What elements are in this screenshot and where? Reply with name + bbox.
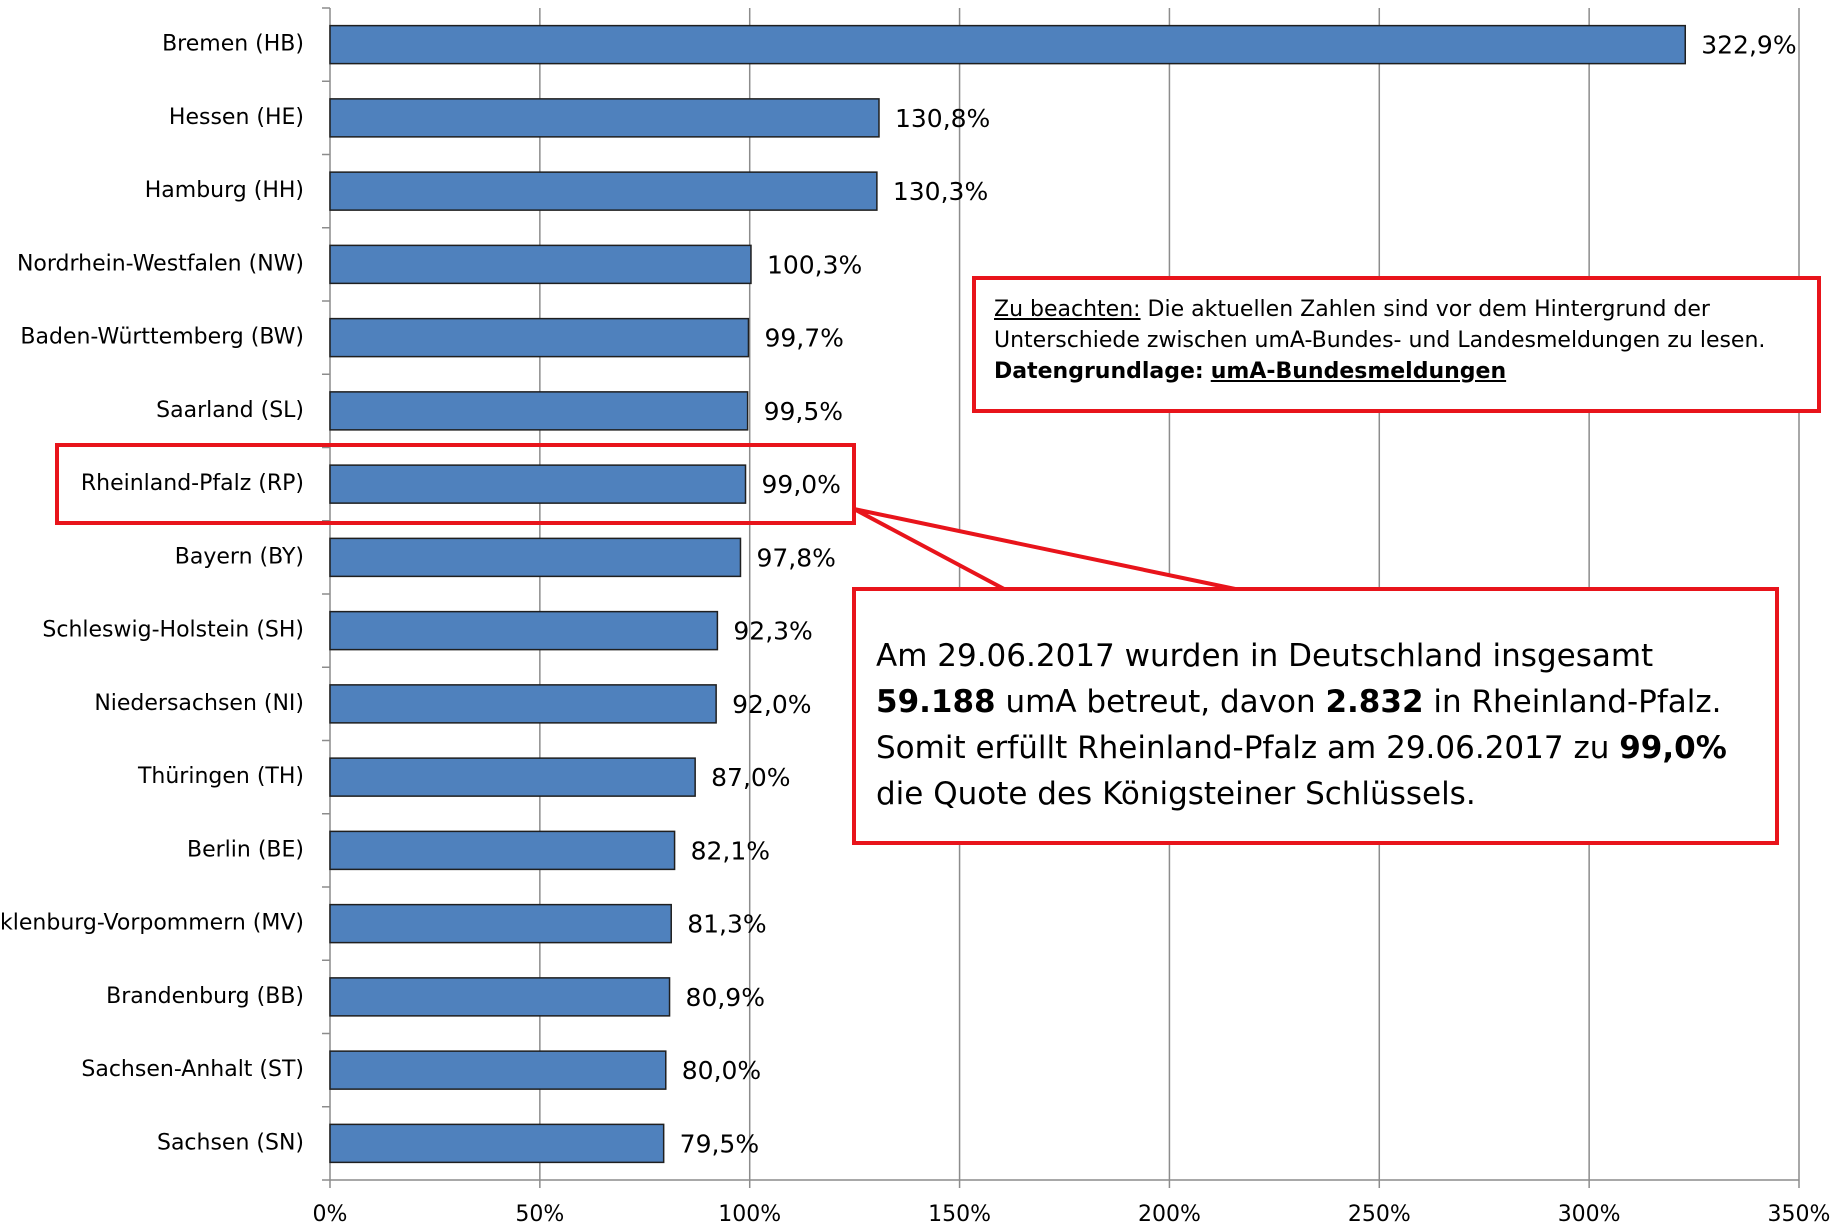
bar: [329, 464, 747, 504]
callout-text: Am 29.06.2017 wurden in Deutschland insg…: [876, 638, 1654, 674]
value-label: 79,5%: [680, 1129, 759, 1158]
value-label: 99,7%: [764, 324, 843, 353]
y-tick-label: Nordrhein-Westfalen (NW): [17, 251, 304, 276]
bar: [329, 610, 719, 651]
bar: [329, 98, 880, 138]
callout-text: umA betreut, davon: [995, 684, 1326, 720]
y-tick-label: Niedersachsen (NI): [94, 691, 304, 716]
x-tick-label: 100%: [718, 1202, 781, 1227]
callout-number: 59.188: [876, 684, 996, 720]
y-tick-label: Bremen (HB): [162, 32, 304, 57]
bar: [329, 171, 878, 211]
note-source-label: Datengrundlage:: [994, 359, 1204, 384]
bar: [329, 1050, 667, 1090]
bar: [329, 244, 752, 285]
callout-number: 99,0%: [1619, 730, 1727, 766]
value-label: 99,5%: [764, 397, 843, 426]
bar: [329, 24, 1687, 65]
y-tick-label: Bayern (BY): [175, 544, 304, 569]
value-label: 130,8%: [895, 104, 990, 133]
value-label: 92,0%: [732, 690, 811, 719]
bar: [329, 977, 671, 1017]
bar: [329, 391, 749, 431]
value-label: 87,0%: [711, 763, 790, 792]
x-tick-label: 50%: [515, 1202, 564, 1227]
x-tick-label: 350%: [1768, 1202, 1831, 1227]
y-tick-label: Mecklenburg-Vorpommern (MV): [0, 911, 304, 936]
highlight-frame: [55, 443, 856, 525]
bar: [329, 903, 672, 944]
y-tick-label: Sachsen-Anhalt (ST): [81, 1057, 304, 1082]
y-tick-label: Baden-Württemberg (BW): [20, 325, 304, 350]
note-text: Die aktuellen Zahlen sind vor dem Hinter…: [994, 297, 1766, 353]
y-tick-label: Schleswig-Holstein (SH): [42, 618, 304, 643]
x-tick-label: 300%: [1558, 1202, 1621, 1227]
value-label: 99,0%: [762, 470, 841, 499]
callout-pointer: [853, 507, 1241, 592]
y-tick-label: Sachsen (SN): [157, 1130, 304, 1155]
bar: [329, 684, 717, 724]
bar: [329, 757, 696, 797]
value-label: 80,0%: [682, 1056, 761, 1085]
callout-text: in Rheinland-Pfalz. Somit erfüllt Rheinl…: [876, 684, 1722, 766]
callout-box: Am 29.06.2017 wurden in Deutschland insg…: [852, 587, 1779, 845]
y-tick-label: Hessen (HE): [169, 105, 304, 130]
value-label: 100,3%: [767, 250, 862, 279]
bar: [329, 537, 742, 578]
bar: [329, 1123, 665, 1164]
callout-number: 2.832: [1325, 684, 1424, 720]
y-tick-label: Hamburg (HH): [145, 178, 304, 203]
x-tick-label: 0%: [313, 1202, 348, 1227]
value-label: 81,3%: [687, 910, 766, 939]
x-tick-label: 200%: [1138, 1202, 1201, 1227]
callout-text: die Quote des Königsteiner Schlüssels.: [876, 776, 1476, 812]
y-tick-label: Thüringen (TH): [137, 764, 304, 789]
y-tick-label: Saarland (SL): [156, 398, 304, 423]
x-tick-label: 150%: [928, 1202, 991, 1227]
value-label: 80,9%: [686, 983, 765, 1012]
bar: [329, 830, 676, 871]
note-source: umA-Bundesmeldungen: [1210, 359, 1507, 384]
bar: [329, 317, 750, 358]
value-label: 82,1%: [691, 836, 770, 865]
value-label: 130,3%: [893, 177, 988, 206]
y-tick-label: Berlin (BE): [187, 837, 304, 862]
y-tick-label: Rheinland-Pfalz (RP): [81, 471, 304, 496]
y-tick-label: Brandenburg (BB): [106, 984, 304, 1009]
value-label: 322,9%: [1701, 31, 1796, 60]
value-label: 97,8%: [756, 543, 835, 572]
x-tick-label: 250%: [1348, 1202, 1411, 1227]
note-heading: Zu beachten:: [994, 297, 1141, 322]
note-box: Zu beachten: Die aktuellen Zahlen sind v…: [972, 276, 1821, 413]
value-label: 92,3%: [733, 617, 812, 646]
